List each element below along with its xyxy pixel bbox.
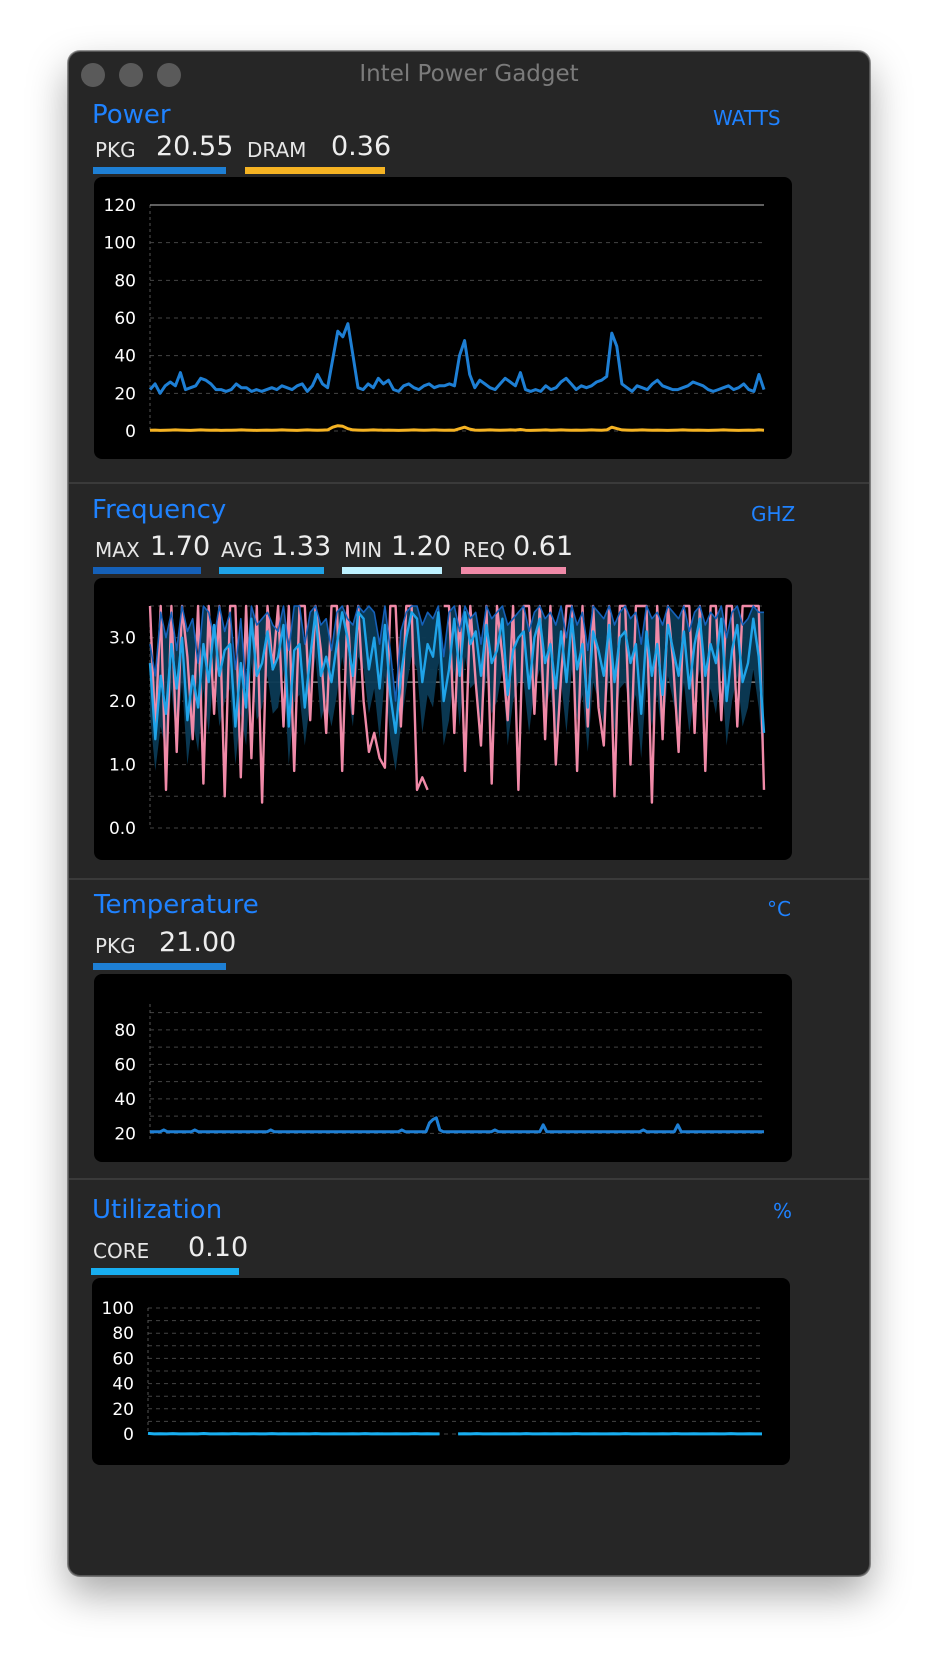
max-freq-label: MAX (95, 538, 140, 562)
frequency-title: Frequency (92, 495, 227, 525)
req-freq-value: 0.61 (513, 531, 574, 562)
series-line-max (149, 605, 764, 702)
window-title: Intel Power Gadget (359, 61, 579, 87)
utilization-unit: % (773, 1199, 793, 1223)
frequency-chart: 0.0 1.0 2.0 3.0 (94, 578, 792, 860)
max-freq-metric: MAX 1.70 (93, 531, 210, 574)
app-window: Intel Power Gadget Power WATTS PKG 20.55… (68, 51, 870, 1576)
y-tick-label: 80 (114, 271, 136, 291)
max-freq-value: 1.70 (150, 531, 211, 562)
y-tick-label: 1.0 (109, 756, 136, 776)
pkg-temp-metric: PKG 21.00 (93, 927, 236, 970)
close-window-button[interactable] (81, 63, 105, 87)
title-bar: Intel Power Gadget (69, 52, 869, 98)
temperature-chart-svg: 20 40 60 80 (114, 1004, 764, 1144)
power-title: Power (92, 100, 171, 130)
min-freq-metric: MIN 1.20 (342, 531, 451, 574)
core-util-legend-bar (91, 1268, 239, 1275)
temperature-unit: °C (767, 897, 791, 921)
frequency-chart-svg: 0.0 1.0 2.0 3.0 (109, 604, 766, 839)
dram-power-metric: DRAM 0.36 (245, 131, 391, 174)
y-tick-label: 0.0 (109, 819, 136, 839)
y-tick-label: 100 (104, 234, 136, 254)
y-tick-label: 60 (114, 1055, 136, 1075)
temperature-title: Temperature (94, 890, 259, 920)
series-line-core (147, 1431, 762, 1436)
req-freq-legend-bar (461, 567, 566, 574)
y-tick-label: 40 (112, 1375, 134, 1395)
y-tick-label: 3.0 (109, 629, 136, 649)
pkg-temp-value: 21.00 (159, 927, 237, 958)
series-line-avg (148, 611, 766, 741)
power-section: Power WATTS PKG 20.55 DRAM 0.36 0 20 40 60 8… (69, 96, 869, 482)
y-tick-label: 20 (114, 384, 136, 404)
pkg-power-label: PKG (95, 138, 136, 162)
avg-freq-value: 1.33 (271, 531, 332, 562)
utilization-title: Utilization (92, 1195, 223, 1225)
core-util-metric: CORE 0.10 (91, 1232, 248, 1275)
dram-power-label: DRAM (247, 138, 307, 162)
dram-power-legend-bar (245, 167, 385, 174)
series-line-pkg (148, 322, 766, 395)
pkg-power-value: 20.55 (156, 131, 234, 162)
minimize-window-button[interactable] (119, 63, 143, 87)
series-line-pkg (150, 1116, 764, 1134)
pkg-power-legend-bar (93, 167, 226, 174)
y-tick-label: 20 (112, 1400, 134, 1420)
utilization-section: Utilization % CORE 0.10 0 20 40 60 80 100 (69, 1178, 869, 1575)
pkg-power-metric: PKG 20.55 (93, 131, 233, 174)
y-tick-label: 40 (114, 347, 136, 367)
series-line-dram (149, 424, 765, 432)
y-tick-label: 60 (112, 1349, 134, 1369)
utilization-chart-svg: 0 20 40 60 80 100 (102, 1299, 762, 1445)
min-freq-legend-bar (342, 567, 442, 574)
min-freq-label: MIN (344, 538, 383, 562)
y-tick-label: 60 (114, 309, 136, 329)
frequency-unit: GHZ (751, 502, 796, 526)
power-chart-svg: 0 20 40 60 80 100 120 (104, 196, 766, 442)
max-freq-legend-bar (93, 567, 201, 574)
frequency-section: Frequency GHZ MAX 1.70 AVG 1.33 MIN 1.20… (69, 482, 869, 880)
y-tick-label: 100 (102, 1299, 134, 1319)
y-tick-label: 20 (114, 1124, 136, 1144)
y-tick-label: 2.0 (109, 692, 136, 712)
power-unit: WATTS (713, 106, 781, 130)
utilization-chart: 0 20 40 60 80 100 (92, 1278, 790, 1465)
pkg-temp-label: PKG (95, 934, 136, 958)
avg-freq-legend-bar (219, 567, 324, 574)
zoom-window-button[interactable] (157, 63, 181, 87)
avg-freq-metric: AVG 1.33 (219, 531, 331, 574)
req-freq-label: REQ (463, 538, 506, 562)
avg-freq-label: AVG (221, 538, 263, 562)
power-chart: 0 20 40 60 80 100 120 (94, 177, 792, 459)
min-freq-value: 1.20 (391, 531, 452, 562)
y-tick-label: 80 (112, 1324, 134, 1344)
temperature-section: Temperature °C PKG 21.00 20 40 60 80 (69, 878, 869, 1180)
y-tick-label: 80 (114, 1021, 136, 1041)
pkg-temp-legend-bar (93, 963, 226, 970)
y-tick-label: 120 (104, 196, 136, 216)
y-tick-label: 0 (125, 422, 136, 442)
y-tick-label: 0 (123, 1425, 134, 1445)
req-freq-metric: REQ 0.61 (461, 531, 573, 574)
core-util-label: CORE (93, 1239, 150, 1263)
y-tick-label: 40 (114, 1090, 136, 1110)
dram-power-value: 0.36 (331, 131, 392, 162)
core-util-value: 0.10 (188, 1232, 249, 1263)
temperature-chart: 20 40 60 80 (94, 974, 792, 1162)
